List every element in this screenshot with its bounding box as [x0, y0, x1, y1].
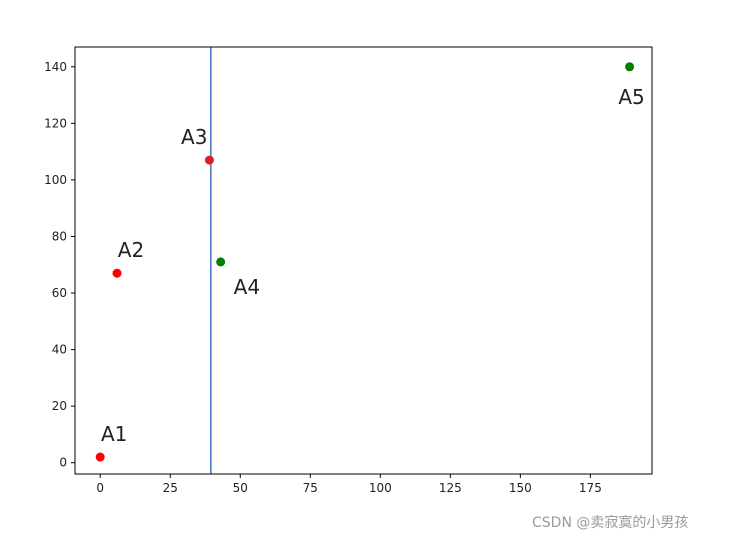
data-point-a1: [95, 452, 105, 462]
data-label-a3: A3: [181, 125, 207, 149]
plot-area: 0 25 50 75 100 125 150 175 0 20 40 60 80 100 120 140 A1 A…: [44, 46, 653, 495]
data-label-a5: A5: [618, 85, 644, 109]
y-tick-label: 120: [44, 116, 67, 130]
x-tick-label: 125: [439, 481, 462, 495]
y-tick-label: 60: [52, 286, 67, 300]
y-tick-label: 40: [52, 343, 67, 357]
x-tick-label: 150: [509, 481, 532, 495]
x-tick-label: 0: [96, 481, 104, 495]
x-tick-label: 175: [579, 481, 602, 495]
data-label-a1: A1: [101, 422, 127, 446]
data-point-a3: [204, 155, 214, 165]
data-label-a4: A4: [234, 275, 260, 299]
x-tick-label: 75: [303, 481, 318, 495]
y-tick-label: 0: [59, 456, 67, 470]
y-tick-label: 100: [44, 173, 67, 187]
watermark: CSDN @卖寂寞的小男孩: [532, 515, 689, 531]
data-point-a5: [625, 62, 635, 72]
data-point-a2: [112, 268, 122, 278]
x-tick-label: 100: [369, 481, 392, 495]
data-label-a2: A2: [118, 238, 144, 262]
y-tick-label: 140: [44, 60, 67, 74]
data-point-a4: [216, 257, 226, 267]
axes-frame: [74, 46, 653, 475]
x-tick-label: 50: [233, 481, 248, 495]
y-tick-label: 20: [52, 399, 67, 413]
x-tick-label: 25: [163, 481, 178, 495]
y-tick-label: 80: [52, 229, 67, 243]
